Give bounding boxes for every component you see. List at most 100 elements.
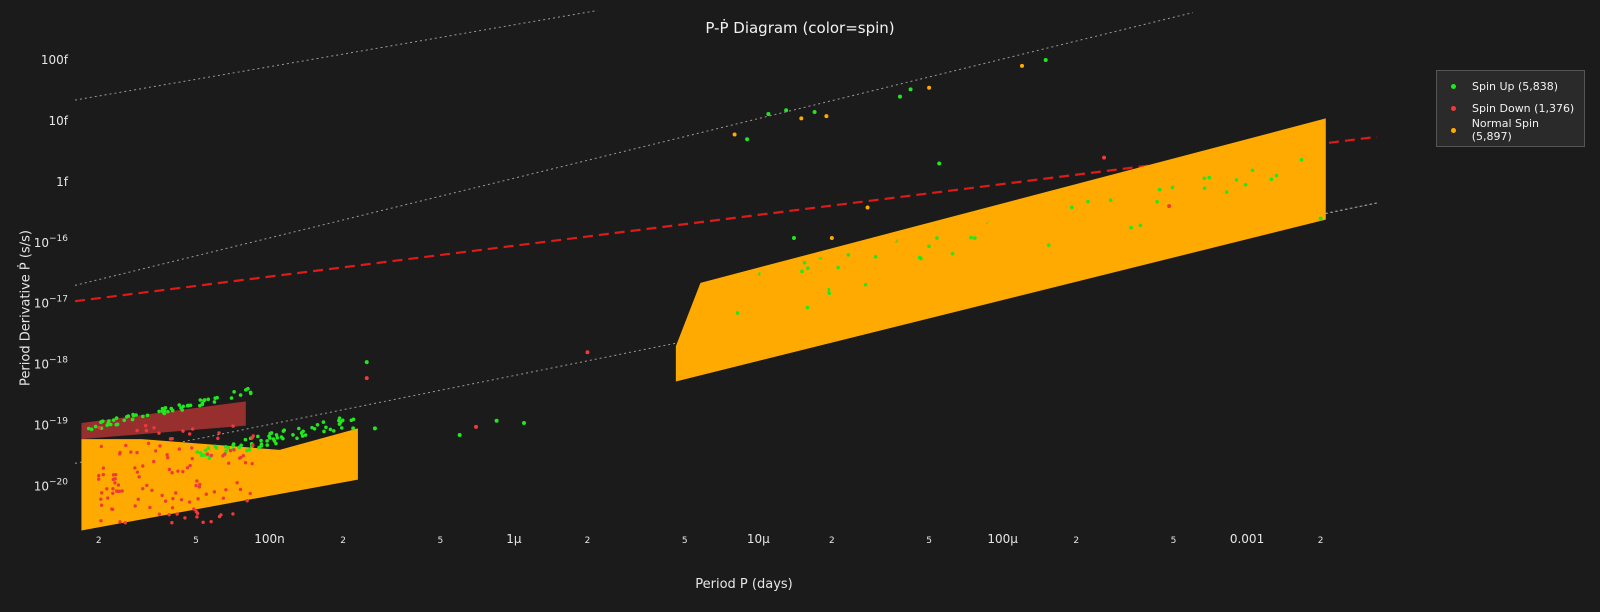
spin-down-point xyxy=(167,512,171,517)
spin-point xyxy=(1162,180,1167,185)
spin-point xyxy=(1121,189,1126,194)
spin-up-point xyxy=(214,446,219,450)
spin-point xyxy=(1046,243,1051,247)
spin-up-point xyxy=(195,450,200,454)
spin-point xyxy=(800,269,804,274)
spin-down-point xyxy=(251,434,255,438)
legend-item-spin-down[interactable]: Spin Down (1,376) xyxy=(1445,97,1576,119)
data-point xyxy=(372,426,377,431)
spin-down-point xyxy=(120,489,124,493)
spin-point xyxy=(927,244,931,249)
legend-item-spin-up[interactable]: Spin Up (5,838) xyxy=(1445,75,1576,97)
data-point xyxy=(937,161,942,166)
x-tick-label: 100n xyxy=(254,532,285,546)
spin-down-point xyxy=(170,436,174,441)
x-tick-label: 2 xyxy=(829,536,835,546)
spin-up-point xyxy=(244,388,248,392)
data-point xyxy=(865,205,870,210)
x-tick-label: 0.001 xyxy=(1230,532,1264,546)
spin-up-point xyxy=(114,422,119,427)
spin-down-point xyxy=(101,472,106,477)
spin-up-point xyxy=(131,412,135,417)
y-tick-label: 10f xyxy=(49,114,69,128)
spin-down-point xyxy=(143,424,148,428)
spin-up-point xyxy=(157,409,161,414)
spin-down-point xyxy=(219,513,223,517)
data-point xyxy=(812,110,817,115)
spin-down-point xyxy=(192,507,196,511)
spin-down-point xyxy=(133,504,137,508)
spin-down-point xyxy=(237,456,242,460)
spin-up-point xyxy=(315,422,320,427)
normal-spin-band-low xyxy=(81,428,358,531)
spin-up-point xyxy=(206,446,211,451)
spin-down-point xyxy=(170,506,175,510)
spin-down-point xyxy=(166,455,170,460)
spin-down-point xyxy=(185,466,190,470)
data-point xyxy=(784,108,789,113)
data-point xyxy=(791,235,796,240)
spin-point xyxy=(1273,156,1278,160)
legend-item-normal-spin[interactable]: Normal Spin (5,897) xyxy=(1445,117,1576,143)
data-point xyxy=(897,94,902,99)
data-point xyxy=(474,424,479,429)
spin-up-point xyxy=(259,438,263,443)
spin-point xyxy=(1157,187,1162,192)
spin-point xyxy=(1238,174,1242,179)
spin-point xyxy=(973,236,977,240)
spin-down-point xyxy=(250,461,254,466)
spin-point xyxy=(1135,217,1140,221)
data-point xyxy=(1167,204,1172,209)
spin-point xyxy=(863,282,868,287)
data-point xyxy=(351,426,356,431)
spin-down-point xyxy=(201,520,205,525)
spin-point xyxy=(819,286,824,291)
spin-down-point xyxy=(99,444,104,449)
spin-down-point xyxy=(97,425,101,430)
spin-up-point xyxy=(111,418,116,422)
legend-label: Spin Down (1,376) xyxy=(1472,101,1575,115)
spin-down-point xyxy=(170,521,174,525)
spin-up-point xyxy=(328,427,333,432)
spin-point xyxy=(1170,185,1175,190)
spin-down-point xyxy=(135,450,139,455)
spin-down-point xyxy=(106,496,110,500)
spin-down-point xyxy=(190,446,194,450)
density-bands xyxy=(81,118,1326,531)
spin-down-point xyxy=(105,487,109,491)
spin-down-point xyxy=(152,459,156,464)
spin-down-point xyxy=(100,491,104,495)
spin-down-point xyxy=(133,466,137,470)
spin-point xyxy=(1096,230,1100,235)
spin-down-point xyxy=(101,466,106,470)
spin-up-point xyxy=(188,403,193,408)
data-point xyxy=(364,360,369,365)
spin-down-point xyxy=(148,505,152,510)
spin-down-point xyxy=(158,444,162,448)
spin-point xyxy=(984,219,989,224)
spin-up-point xyxy=(224,449,228,453)
spin-point xyxy=(1149,190,1153,195)
spin-down-point xyxy=(167,467,172,472)
spin-down-point xyxy=(243,460,248,465)
spin-down-point xyxy=(137,475,141,479)
y-tick-label: 10−19 xyxy=(34,417,69,433)
spin-point xyxy=(893,237,897,242)
spin-point xyxy=(1070,205,1074,210)
data-point xyxy=(494,418,499,423)
spin-point xyxy=(1220,167,1225,171)
spin-point xyxy=(954,258,959,263)
spin-point xyxy=(935,236,939,240)
spin-up-point xyxy=(206,397,211,402)
spin-up-point xyxy=(232,390,236,394)
reference-line xyxy=(74,9,598,101)
spin-point xyxy=(1202,186,1207,190)
scatter-points xyxy=(86,58,1323,525)
spin-up-point xyxy=(259,442,264,447)
spin-point xyxy=(969,235,973,240)
spin-down-point xyxy=(181,469,185,474)
spin-down-point xyxy=(231,424,235,428)
spin-down-point xyxy=(135,428,139,433)
spin-point xyxy=(1108,198,1113,202)
